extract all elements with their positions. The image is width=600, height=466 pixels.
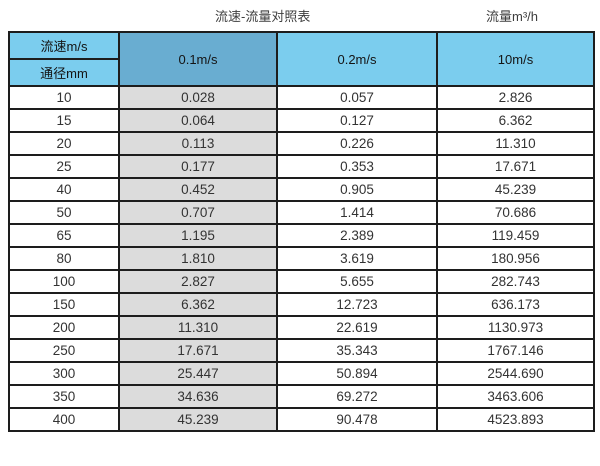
diameter-cell: 300	[8, 361, 120, 386]
flow-value-cell: 6.362	[436, 108, 595, 133]
flow-value-cell: 4523.893	[436, 407, 595, 432]
diameter-cell: 150	[8, 292, 120, 317]
flow-value-cell: 2.826	[436, 85, 595, 110]
flow-value-cell: 0.064	[118, 108, 278, 133]
table-row: 400 45.239 90.478 4523.893	[8, 407, 595, 432]
column-header-10ms: 10m/s	[436, 31, 595, 87]
flow-value-cell: 0.127	[276, 108, 438, 133]
flow-value-cell: 1.195	[118, 223, 278, 248]
flow-value-cell: 34.636	[118, 384, 278, 409]
table-row: 10 0.028 0.057 2.826	[8, 85, 595, 110]
flow-value-cell: 180.956	[436, 246, 595, 271]
flow-value-cell: 45.239	[436, 177, 595, 202]
table-header: 流速m/s 0.1m/s 0.2m/s 10m/s 通径mm	[8, 31, 595, 87]
table-body: 10 0.028 0.057 2.826 15 0.064 0.127 6.362 20 0.11…	[8, 85, 595, 432]
flow-value-cell: 0.057	[276, 85, 438, 110]
flow-value-cell: 0.028	[118, 85, 278, 110]
flow-value-cell: 90.478	[276, 407, 438, 432]
flow-value-cell: 2544.690	[436, 361, 595, 386]
diameter-cell: 15	[8, 108, 120, 133]
flow-value-cell: 1.414	[276, 200, 438, 225]
diameter-cell: 10	[8, 85, 120, 110]
diameter-cell: 250	[8, 338, 120, 363]
table-row: 150 6.362 12.723 636.173	[8, 292, 595, 317]
flow-value-cell: 636.173	[436, 292, 595, 317]
flow-value-cell: 0.452	[118, 177, 278, 202]
diameter-cell: 25	[8, 154, 120, 179]
table-row: 50 0.707 1.414 70.686	[8, 200, 595, 225]
diameter-cell: 50	[8, 200, 120, 225]
flow-value-cell: 3.619	[276, 246, 438, 271]
diameter-cell: 20	[8, 131, 120, 156]
diameter-cell: 65	[8, 223, 120, 248]
corner-header-diameter: 通径mm	[8, 58, 120, 87]
corner-header-velocity: 流速m/s	[8, 31, 120, 60]
diameter-cell: 80	[8, 246, 120, 271]
table-row: 300 25.447 50.894 2544.690	[8, 361, 595, 386]
flow-rate-table: 流速m/s 0.1m/s 0.2m/s 10m/s 通径mm 10 0.028 0.…	[8, 31, 595, 432]
flow-value-cell: 0.177	[118, 154, 278, 179]
flow-value-cell: 69.272	[276, 384, 438, 409]
flow-value-cell: 5.655	[276, 269, 438, 294]
flow-value-cell: 25.447	[118, 361, 278, 386]
flow-value-cell: 45.239	[118, 407, 278, 432]
flow-value-cell: 12.723	[276, 292, 438, 317]
flow-value-cell: 1767.146	[436, 338, 595, 363]
column-header-0.1ms: 0.1m/s	[118, 31, 278, 87]
table-row: 15 0.064 0.127 6.362	[8, 108, 595, 133]
flow-value-cell: 17.671	[436, 154, 595, 179]
column-header-0.2ms: 0.2m/s	[276, 31, 438, 87]
flow-value-cell: 282.743	[436, 269, 595, 294]
diameter-cell: 200	[8, 315, 120, 340]
diameter-cell: 100	[8, 269, 120, 294]
table-row: 40 0.452 0.905 45.239	[8, 177, 595, 202]
flow-value-cell: 0.353	[276, 154, 438, 179]
diameter-cell: 400	[8, 407, 120, 432]
table-row: 200 11.310 22.619 1130.973	[8, 315, 595, 340]
flow-value-cell: 3463.606	[436, 384, 595, 409]
flow-value-cell: 22.619	[276, 315, 438, 340]
flow-value-cell: 1130.973	[436, 315, 595, 340]
flow-value-cell: 0.905	[276, 177, 438, 202]
flow-value-cell: 50.894	[276, 361, 438, 386]
flow-value-cell: 2.827	[118, 269, 278, 294]
flow-value-cell: 0.226	[276, 131, 438, 156]
flow-value-cell: 0.113	[118, 131, 278, 156]
flow-value-cell: 1.810	[118, 246, 278, 271]
diameter-cell: 350	[8, 384, 120, 409]
flow-value-cell: 70.686	[436, 200, 595, 225]
table-row: 80 1.810 3.619 180.956	[8, 246, 595, 271]
diameter-cell: 40	[8, 177, 120, 202]
flow-value-cell: 17.671	[118, 338, 278, 363]
flow-value-cell: 6.362	[118, 292, 278, 317]
table-title: 流速-流量对照表	[215, 9, 311, 24]
table-row: 20 0.113 0.226 11.310	[8, 131, 595, 156]
flow-value-cell: 11.310	[118, 315, 278, 340]
table-row: 65 1.195 2.389 119.459	[8, 223, 595, 248]
table-row: 100 2.827 5.655 282.743	[8, 269, 595, 294]
flow-value-cell: 35.343	[276, 338, 438, 363]
table-row: 250 17.671 35.343 1767.146	[8, 338, 595, 363]
table-row: 25 0.177 0.353 17.671	[8, 154, 595, 179]
titlebar: 流速-流量对照表 流量m³/h	[0, 0, 600, 31]
table-row: 350 34.636 69.272 3463.606	[8, 384, 595, 409]
flow-unit-title: 流量m³/h	[486, 9, 539, 24]
flow-value-cell: 11.310	[436, 131, 595, 156]
flow-value-cell: 0.707	[118, 200, 278, 225]
flow-value-cell: 2.389	[276, 223, 438, 248]
flow-value-cell: 119.459	[436, 223, 595, 248]
